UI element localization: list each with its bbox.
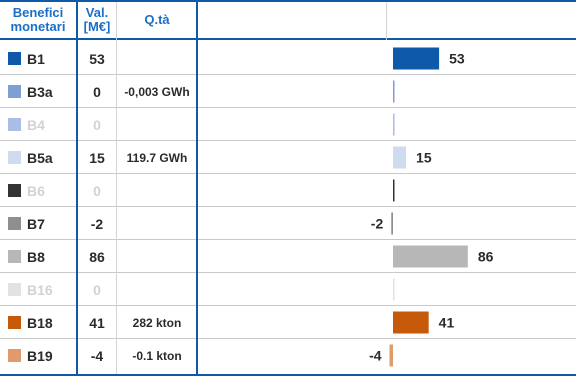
bar-B16 xyxy=(393,278,395,301)
row-value: 53 xyxy=(89,50,105,67)
color-swatch xyxy=(8,52,21,65)
row-value: 0 xyxy=(93,182,101,199)
row-id: B19 xyxy=(27,347,53,364)
row-separator xyxy=(0,272,576,273)
color-swatch xyxy=(8,349,21,362)
row-separator xyxy=(0,74,576,75)
data-label-B1: 53 xyxy=(449,51,465,67)
bar-B4 xyxy=(393,113,395,136)
header-value: Val. [M€] xyxy=(83,5,111,34)
bar-B8 xyxy=(393,245,468,268)
row-label: B4 xyxy=(8,109,76,140)
header-divider xyxy=(386,2,387,40)
bar-B5a xyxy=(393,146,407,169)
row-separator xyxy=(0,239,576,240)
row-separator xyxy=(0,305,576,306)
column-divider xyxy=(196,2,198,374)
color-swatch xyxy=(8,316,21,329)
row-separator xyxy=(0,140,576,141)
bar-B1 xyxy=(393,47,440,70)
header-label: Benefici monetari xyxy=(10,5,66,34)
row-id: B8 xyxy=(27,248,45,265)
row-id: B3a xyxy=(27,83,53,100)
row-label: B7 xyxy=(8,208,76,239)
row-separator xyxy=(0,173,576,174)
data-label-B18: 41 xyxy=(439,315,455,331)
bar-B7 xyxy=(391,212,393,235)
row-value: 0 xyxy=(93,83,101,100)
row-label: B3a xyxy=(8,76,76,107)
row-id: B5a xyxy=(27,149,53,166)
data-label-B8: 86 xyxy=(478,249,494,265)
row-separator xyxy=(0,107,576,108)
bar-B18 xyxy=(393,311,429,334)
row-value: 0 xyxy=(93,116,101,133)
row-label: B8 xyxy=(8,241,76,272)
row-label: B5a xyxy=(8,142,76,173)
row-value: -2 xyxy=(90,215,104,232)
bar-B3a xyxy=(393,80,395,103)
row-id: B16 xyxy=(27,281,53,298)
column-divider-light xyxy=(116,2,117,374)
row-qty: 282 kton xyxy=(132,315,182,330)
row-qty: 119.7 GWh xyxy=(126,150,188,165)
row-value: 86 xyxy=(89,248,105,265)
row-id: B18 xyxy=(27,314,53,331)
color-swatch xyxy=(8,250,21,263)
color-swatch xyxy=(8,85,21,98)
row-id: B4 xyxy=(27,116,45,133)
color-swatch xyxy=(8,151,21,164)
color-swatch xyxy=(8,217,21,230)
bottom-rule xyxy=(0,374,576,376)
row-value: 41 xyxy=(89,314,105,331)
row-separator xyxy=(0,206,576,207)
header-qty: Q.tà xyxy=(144,12,170,27)
row-value: -4 xyxy=(90,347,104,364)
row-label: B1 xyxy=(8,43,76,74)
column-divider xyxy=(76,2,78,374)
table-header: Benefici monetari Val. [M€] Q.tà xyxy=(0,2,576,40)
row-value: 15 xyxy=(89,149,105,166)
bar-B6 xyxy=(393,179,395,202)
row-value: 0 xyxy=(93,281,101,298)
bar-B19 xyxy=(389,344,393,367)
data-label-B7: -2 xyxy=(371,216,384,232)
row-id: B7 xyxy=(27,215,45,232)
row-label: B18 xyxy=(8,307,76,338)
row-qty: -0,003 GWh xyxy=(124,84,190,99)
row-label: B16 xyxy=(8,274,76,305)
data-label-B5a: 15 xyxy=(416,150,432,166)
color-swatch xyxy=(8,283,21,296)
row-separator xyxy=(0,338,576,339)
color-swatch xyxy=(8,118,21,131)
row-label: B6 xyxy=(8,175,76,206)
top-rule xyxy=(0,0,576,2)
row-id: B1 xyxy=(27,50,45,67)
row-label: B19 xyxy=(8,340,76,371)
row-id: B6 xyxy=(27,182,45,199)
data-label-B19: -4 xyxy=(369,348,382,364)
row-qty: -0.1 kton xyxy=(132,348,182,363)
color-swatch xyxy=(8,184,21,197)
